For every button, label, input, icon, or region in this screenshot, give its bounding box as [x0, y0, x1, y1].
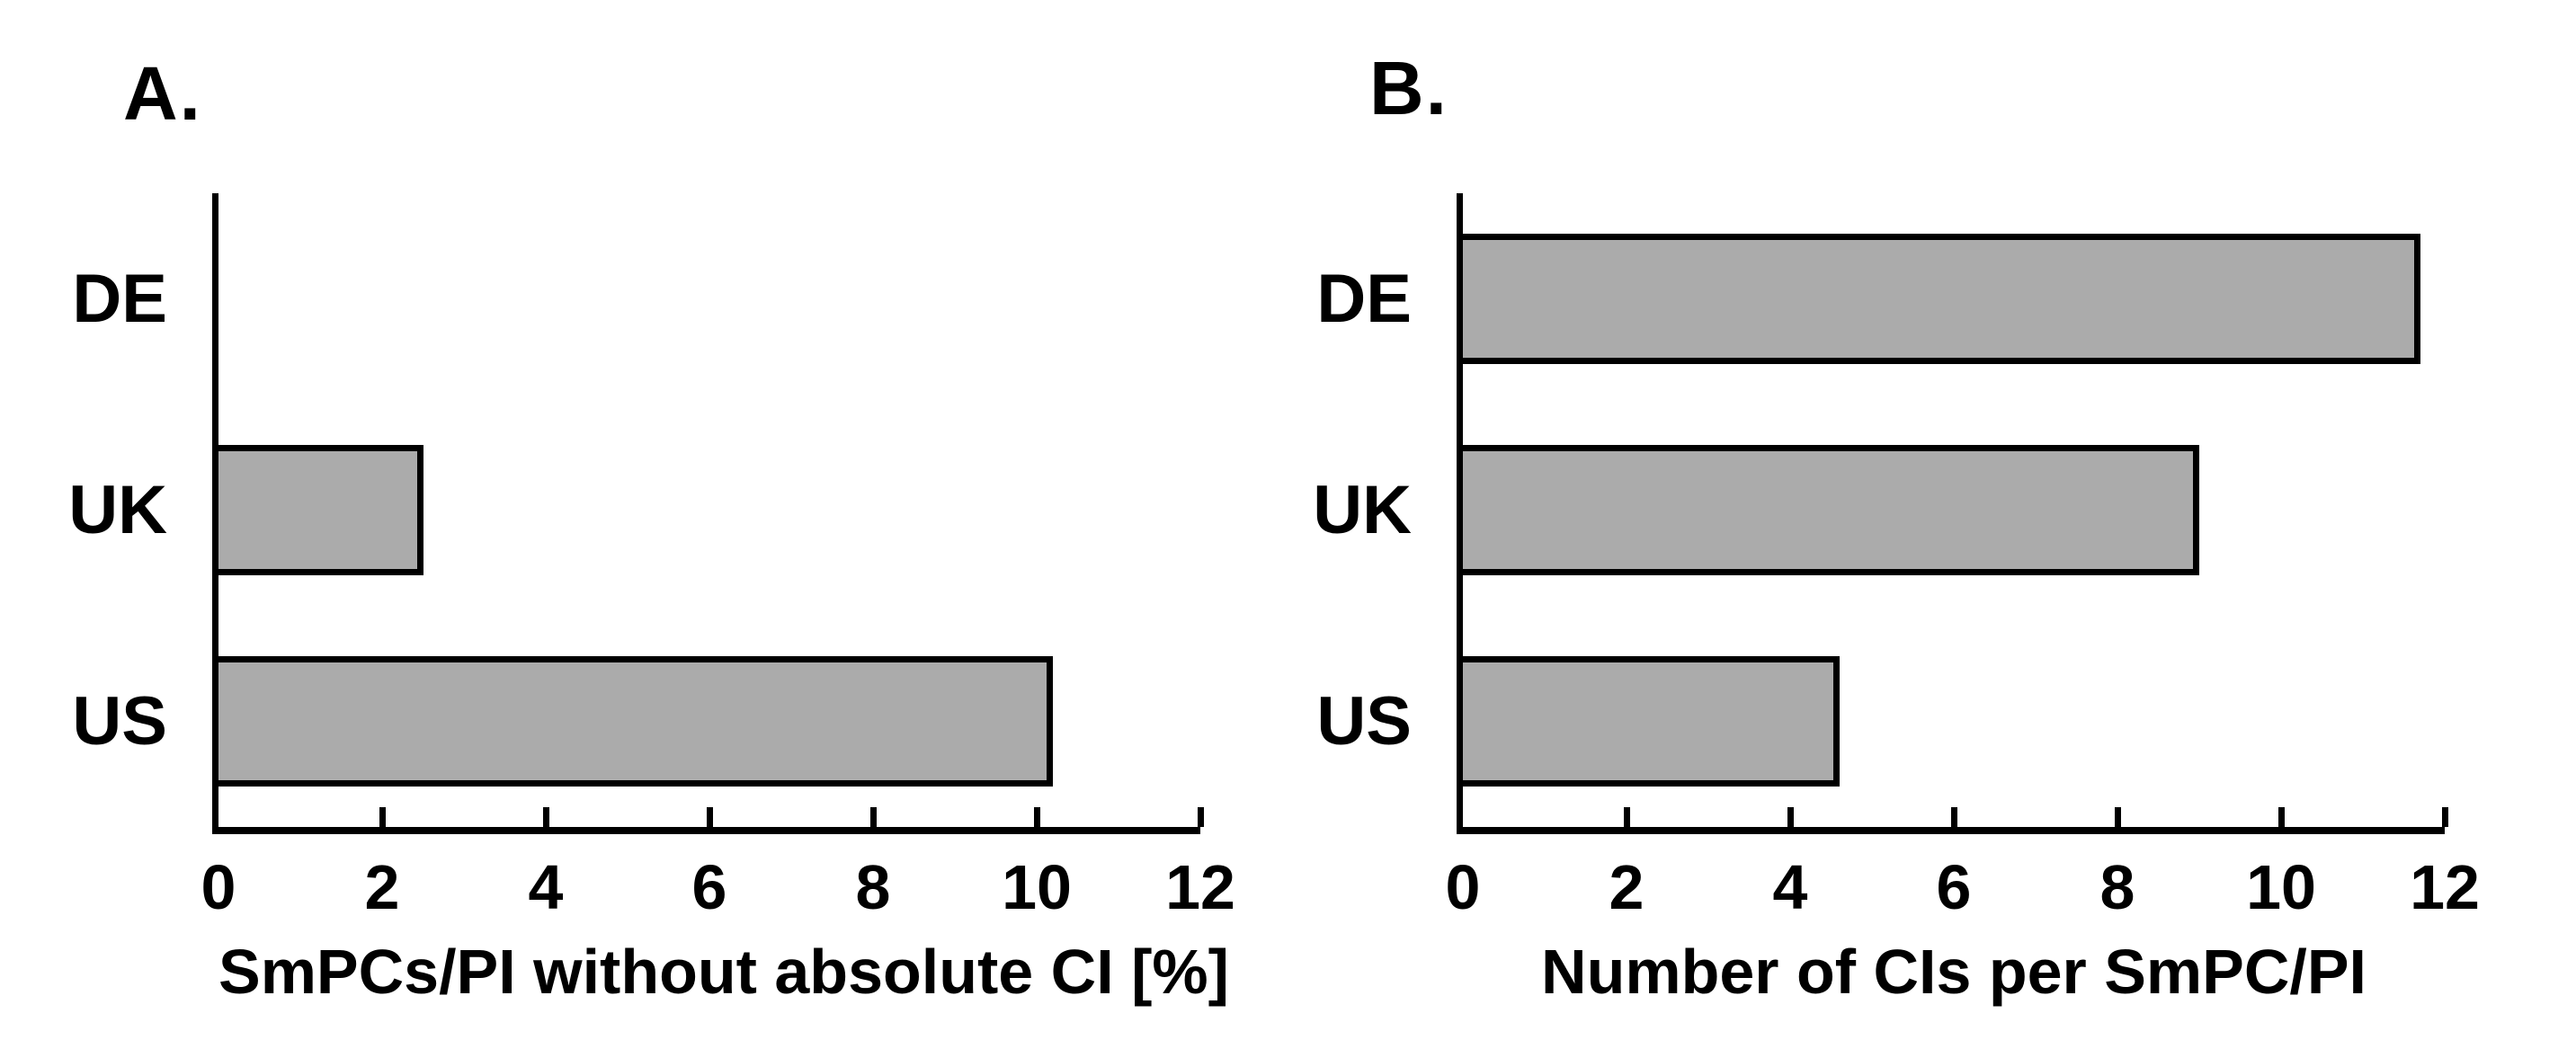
panel-b-category-label-uk: UK [1313, 472, 1412, 548]
panel-a-category-label-de: DE [72, 261, 167, 337]
panel-a-x-tick-label-12: 12 [1165, 852, 1235, 922]
panel-a-axis-title: SmPCs/PI without absolute CI [%] [218, 937, 1229, 1007]
panel-b-x-tick-label-2: 2 [1609, 852, 1645, 922]
panel-b-x-tick-6 [1951, 807, 1957, 827]
panel-b-x-tick-12 [2442, 807, 2448, 827]
panel-a-x-tick-label-8: 8 [855, 852, 891, 922]
panel-a-x-tick-4 [543, 807, 549, 827]
panel-b-x-tick-10 [2278, 807, 2285, 827]
panel-a-category-label-us: US [72, 683, 167, 760]
panel-b-category-label-us: US [1316, 683, 1412, 760]
panel-a-label: A. [123, 51, 202, 136]
panel-a-tick-labels: 0 2 4 6 8 10 12 [201, 852, 1235, 937]
panel-a-x-tick-label-2: 2 [364, 852, 400, 922]
panel-b-category-label-de: DE [1316, 261, 1412, 337]
panel-b-tick-labels: 0 2 4 6 8 10 12 [1446, 852, 2480, 937]
panel-a-x-tick-label-6: 6 [691, 852, 727, 922]
panel-a-plot-area [212, 193, 1204, 834]
panel-b-label: B. [1369, 46, 1448, 130]
panel-b-x-tick-2 [1624, 807, 1630, 827]
panel-b-x-tick-8 [2115, 807, 2121, 827]
panel-a-bar-uk [218, 445, 423, 575]
panel-a-x-tick-label-10: 10 [1002, 852, 1072, 922]
panel-a-x-tick-10 [1034, 807, 1040, 827]
panel-b-bar-uk [1463, 445, 2199, 575]
panel-a-category-label-uk: UK [68, 472, 167, 548]
panel-a-x-tick-6 [707, 807, 713, 827]
panel-a-x-tick-2 [379, 807, 386, 827]
panel-b-x-tick-label-8: 8 [2099, 852, 2135, 922]
panel-b-x-tick-4 [1787, 807, 1794, 827]
panel-a-x-tick-8 [870, 807, 877, 827]
panel-a-bar-us [218, 656, 1053, 787]
panel-b-x-tick-label-12: 12 [2410, 852, 2480, 922]
panel-b-x-tick-label-0: 0 [1445, 852, 1481, 922]
panel-b-x-tick-label-6: 6 [1936, 852, 1972, 922]
panel-b-x-tick-label-4: 4 [1772, 852, 1808, 922]
panel-b-bar-de [1463, 234, 2420, 364]
panel-b-x-tick-label-10: 10 [2246, 852, 2316, 922]
panel-a-x-tick-12 [1198, 807, 1204, 827]
panel-b-bar-us [1463, 656, 1840, 787]
panel-b-plot-area [1457, 193, 2448, 834]
panel-a-x-tick-label-4: 4 [528, 852, 564, 922]
panel-b-axis-title: Number of CIs per SmPC/PI [1541, 937, 2367, 1007]
panel-a-x-tick-label-0: 0 [201, 852, 236, 922]
